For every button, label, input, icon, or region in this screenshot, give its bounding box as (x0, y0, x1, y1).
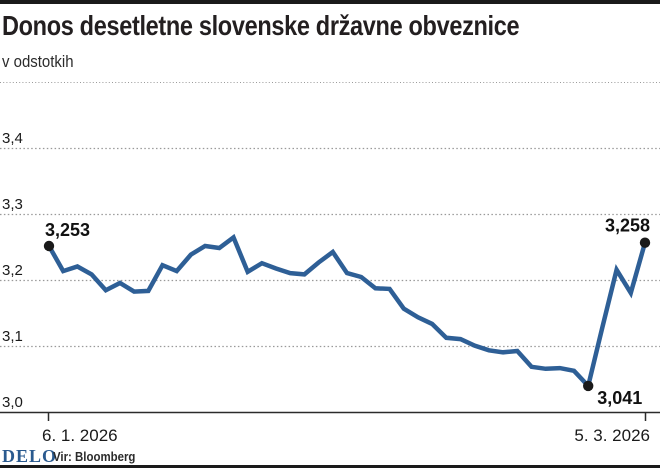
ytick-3-3: 3,3 (2, 196, 23, 213)
bottom-border-bar (0, 465, 660, 468)
data-point-marker (639, 237, 651, 248)
ytick-3-2: 3,2 (2, 262, 23, 279)
ytick-3-4: 3,4 (2, 130, 23, 147)
gridlines (0, 147, 660, 348)
data-point-marker (583, 380, 594, 392)
delo-logo: DELO (2, 446, 58, 466)
annotation-end-value: 3,258 (605, 216, 650, 236)
data-point-marker (43, 240, 55, 252)
source-credit: Vir: Bloomberg (53, 449, 136, 464)
chart-title: Donos desetletne slovenske državne obvez… (2, 10, 520, 41)
footer: DELO Vir: Bloomberg (0, 446, 660, 466)
data-point-markers (43, 237, 651, 392)
ytick-3-0: 3,0 (2, 394, 23, 411)
xtick-end-date: 5. 3. 2026 (574, 426, 650, 445)
x-axis: 6. 1. 2026 5. 3. 2026 (0, 411, 660, 445)
top-border-bar (0, 0, 660, 4)
value-annotations: 3,253 3,041 3,258 (45, 216, 650, 408)
xtick-start-date: 6. 1. 2026 (42, 426, 118, 445)
y-axis-labels: 3,4 3,3 3,2 3,1 3,0 (2, 130, 23, 411)
chart-subtitle: v odstotkih (2, 52, 74, 71)
annotation-min-value: 3,041 (597, 388, 642, 408)
yield-line (47, 233, 648, 391)
annotation-start-value: 3,253 (45, 220, 90, 240)
ytick-3-1: 3,1 (2, 328, 23, 345)
